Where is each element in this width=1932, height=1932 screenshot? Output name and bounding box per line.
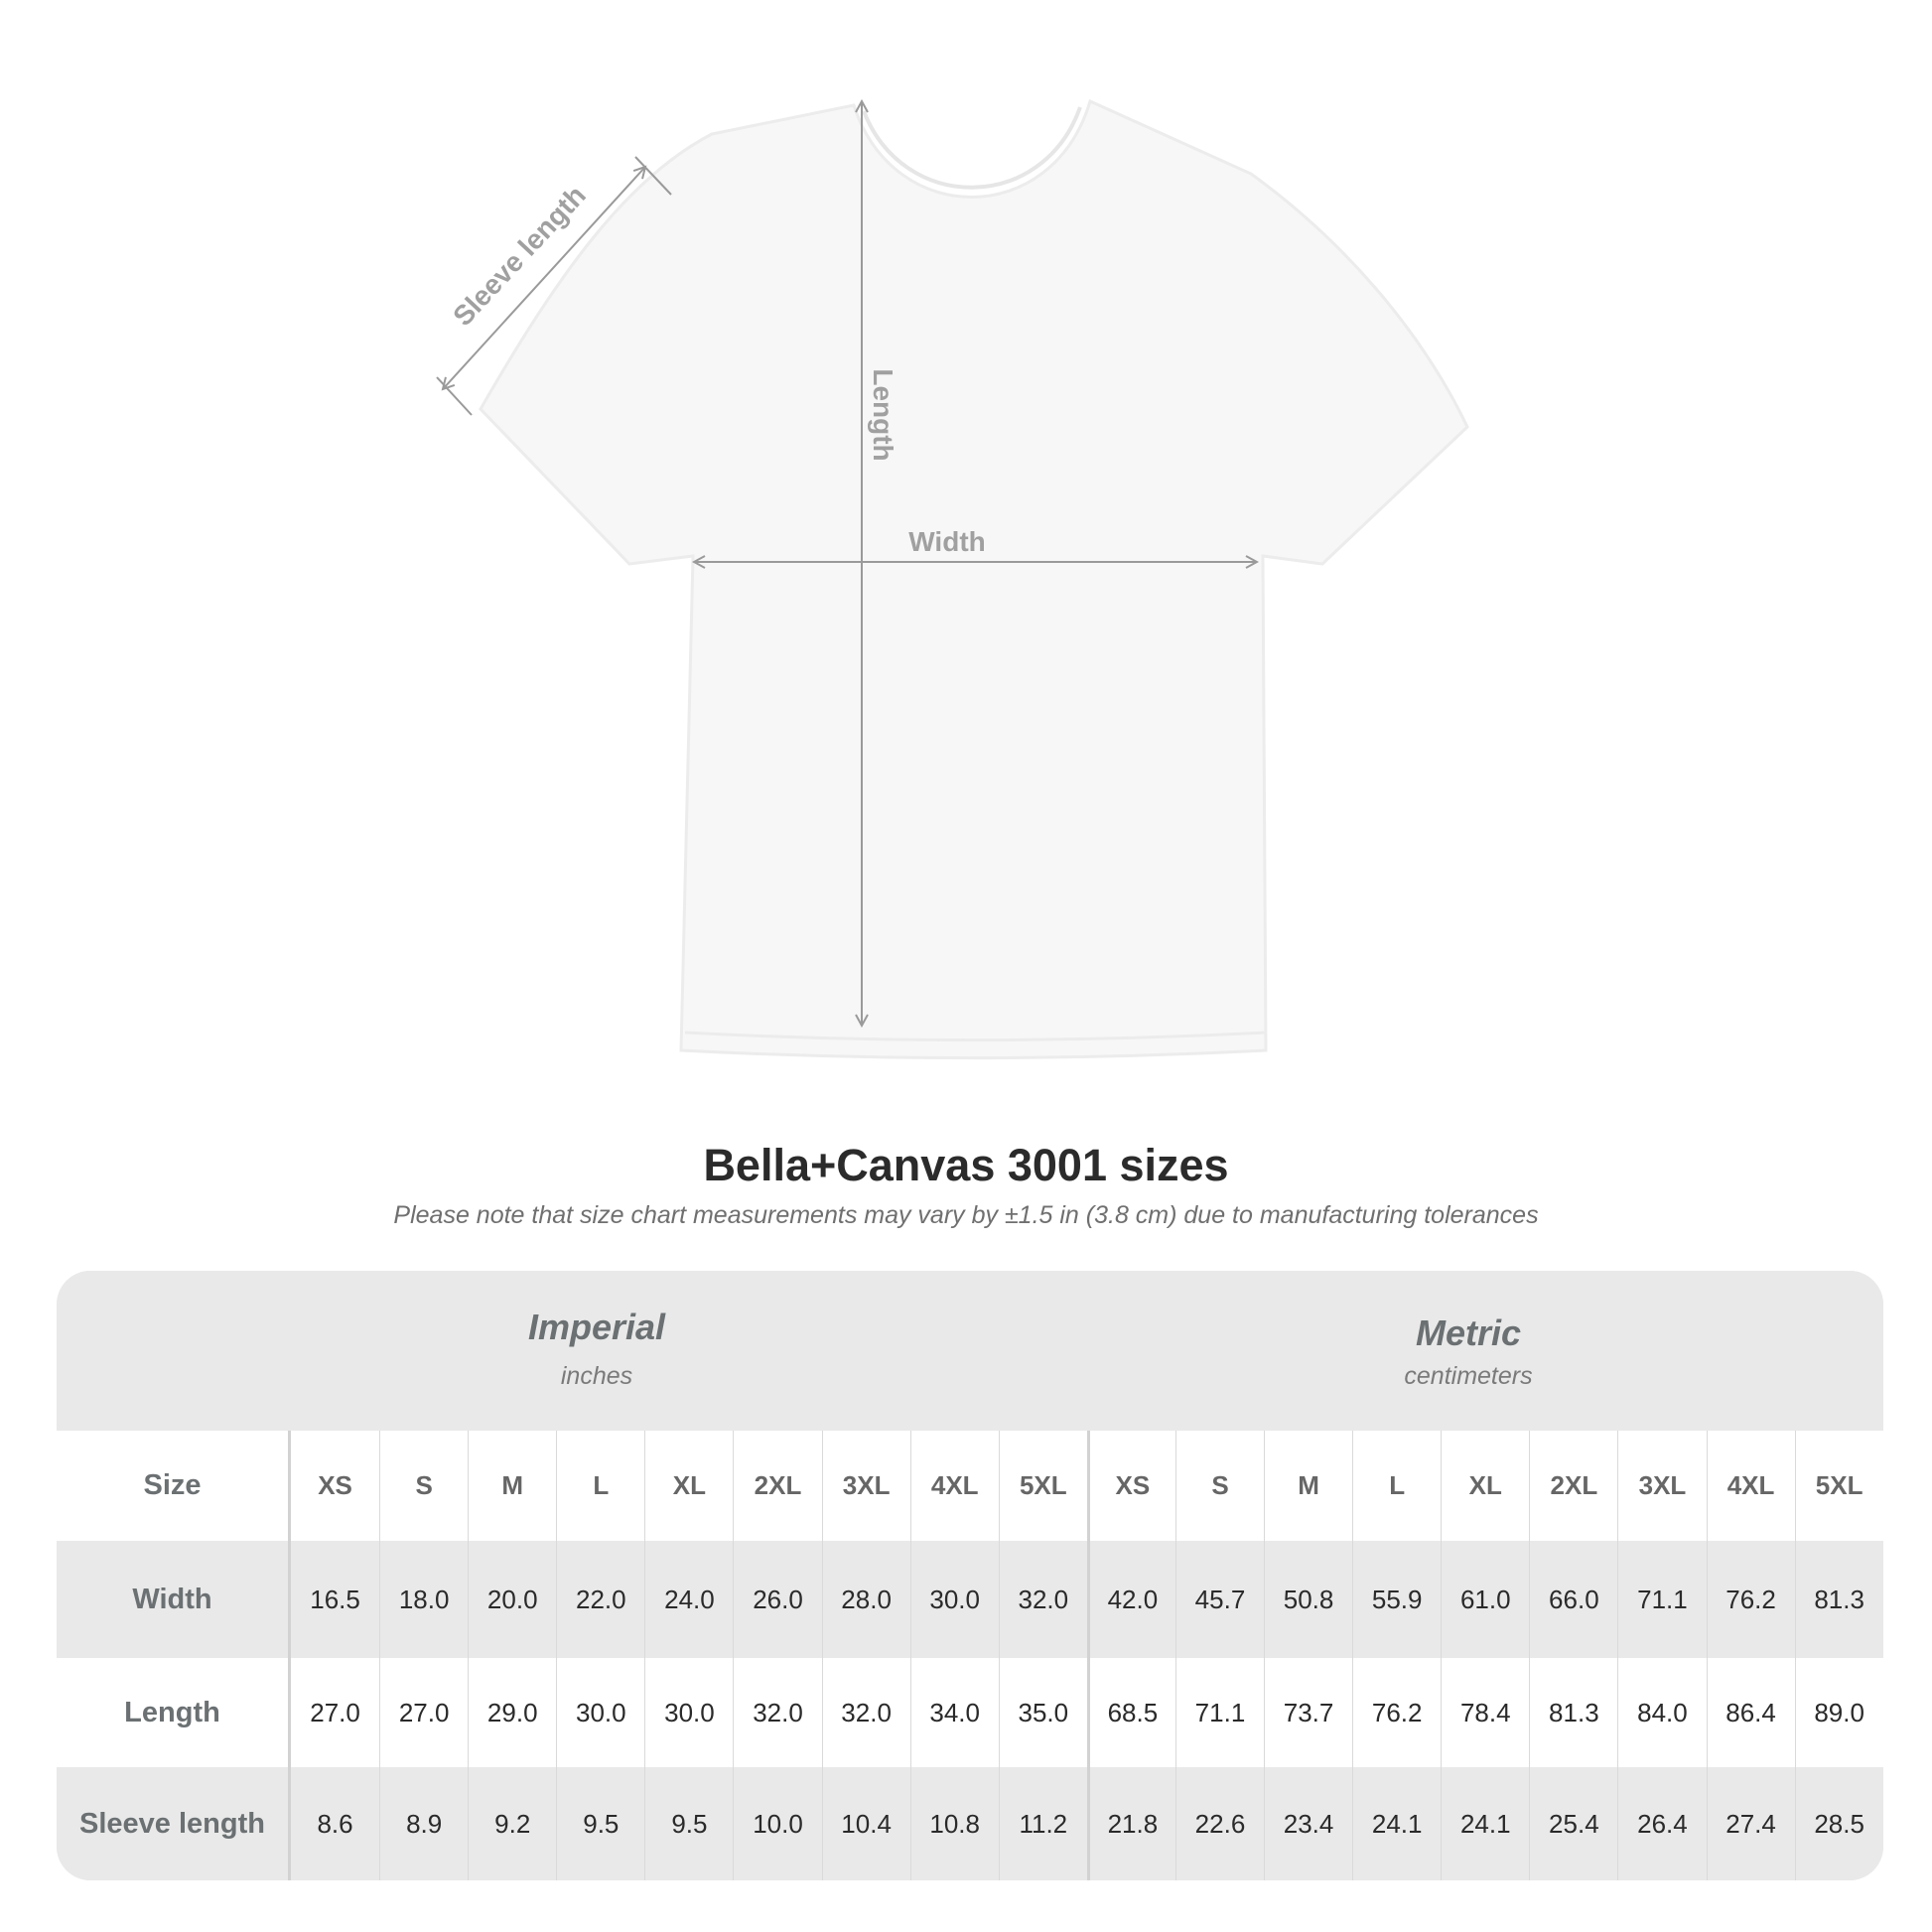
size-header-cell: 3XL — [1617, 1431, 1706, 1541]
value-cell: 68.5 — [1086, 1658, 1175, 1767]
value-cell: 78.4 — [1441, 1658, 1529, 1767]
row-label: Sleeve length — [57, 1767, 291, 1880]
size-header-cell: M — [1264, 1431, 1352, 1541]
value-cell: 10.8 — [909, 1767, 999, 1880]
value-cell: 55.9 — [1352, 1541, 1441, 1658]
value-cell: 66.0 — [1529, 1541, 1617, 1658]
size-header-row: Size XS S M L XL 2XL 3XL 4XL 5XL XS S M L XL 2XL 3XL 4XL 5… — [57, 1431, 1883, 1541]
value-cell: 32.0 — [998, 1541, 1087, 1658]
size-header-cell: L — [556, 1431, 644, 1541]
value-cell: 27.0 — [379, 1658, 468, 1767]
tshirt-shape — [479, 98, 1469, 1059]
value-cell: 76.2 — [1706, 1541, 1795, 1658]
value-cell: 73.7 — [1264, 1658, 1352, 1767]
value-cell: 61.0 — [1441, 1541, 1529, 1658]
metric-title: Metric — [1415, 1312, 1522, 1353]
value-cell: 22.6 — [1174, 1767, 1264, 1880]
metric-unit: centimeters — [1404, 1362, 1533, 1390]
size-header-cell: 3XL — [821, 1431, 910, 1541]
width-label: Width — [908, 526, 986, 557]
size-header-cell: 4XL — [909, 1431, 999, 1541]
value-cell: 24.0 — [644, 1541, 733, 1658]
size-header-cell: L — [1352, 1431, 1441, 1541]
table-row: Length 27.0 27.0 29.0 30.0 30.0 32.0 32.0 34.0 35… — [57, 1658, 1883, 1767]
value-cell: 32.0 — [821, 1658, 910, 1767]
value-cell: 21.8 — [1086, 1767, 1175, 1880]
value-cell: 23.4 — [1264, 1767, 1352, 1880]
value-cell: 9.5 — [556, 1767, 644, 1880]
value-cell: 27.4 — [1706, 1767, 1795, 1880]
value-cell: 24.1 — [1441, 1767, 1529, 1880]
value-cell: 84.0 — [1617, 1658, 1706, 1767]
value-cell: 81.3 — [1794, 1541, 1883, 1658]
tshirt-diagram: Length Width Sleeve length — [436, 98, 1469, 1059]
size-table: Imperial inches Metric centimeters Size X… — [57, 1271, 1883, 1880]
row-label: Size — [57, 1431, 291, 1541]
sleeve-measure-line — [443, 167, 645, 389]
value-cell: 9.2 — [468, 1767, 556, 1880]
size-header-cell: XL — [644, 1431, 733, 1541]
value-cell: 28.0 — [821, 1541, 910, 1658]
value-cell: 22.0 — [556, 1541, 644, 1658]
value-cell: 8.9 — [379, 1767, 468, 1880]
value-cell: 89.0 — [1794, 1658, 1883, 1767]
chart-title: Bella+Canvas 3001 sizes — [703, 1140, 1229, 1190]
size-header-cell: 2XL — [733, 1431, 821, 1541]
size-header-cell: 4XL — [1706, 1431, 1795, 1541]
value-cell: 8.6 — [317, 1808, 353, 1839]
value-cell: 26.0 — [733, 1541, 821, 1658]
value-cell: 86.4 — [1706, 1658, 1795, 1767]
table-row: Width 16.5 18.0 20.0 22.0 24.0 26.0 28.0 30.0 32.… — [57, 1541, 1883, 1658]
imperial-unit: inches — [560, 1362, 633, 1390]
value-cell: 16.5 — [310, 1584, 360, 1614]
imperial-title: Imperial — [527, 1307, 666, 1347]
value-cell: 10.4 — [821, 1767, 910, 1880]
value-cell: 26.4 — [1617, 1767, 1706, 1880]
size-header-cell: M — [468, 1431, 556, 1541]
value-cell: 24.1 — [1352, 1767, 1441, 1880]
tolerance-note: Please note that size chart measurements… — [393, 1201, 1539, 1229]
value-cell: 35.0 — [998, 1658, 1087, 1767]
value-cell: 9.5 — [644, 1767, 733, 1880]
table-row: Sleeve length 8.6 8.9 9.2 9.5 9.5 10.0 10.4 10.8… — [57, 1767, 1883, 1880]
value-cell: 27.0 — [310, 1697, 360, 1727]
value-cell: 45.7 — [1174, 1541, 1264, 1658]
row-label: Length — [57, 1658, 291, 1767]
value-cell: 34.0 — [909, 1658, 999, 1767]
size-header-cell: XS — [318, 1470, 352, 1500]
value-cell: 71.1 — [1617, 1541, 1706, 1658]
length-label: Length — [868, 368, 898, 461]
value-cell: 71.1 — [1174, 1658, 1264, 1767]
value-cell: 20.0 — [468, 1541, 556, 1658]
size-header-cell: 2XL — [1529, 1431, 1617, 1541]
size-header-cell: S — [379, 1431, 468, 1541]
size-header-cell: XS — [1086, 1431, 1175, 1541]
imperial-header: Imperial inches — [299, 1307, 895, 1391]
value-cell: 10.0 — [733, 1767, 821, 1880]
unit-header: Imperial inches Metric centimeters — [57, 1271, 1883, 1431]
size-header-cell: 5XL — [998, 1431, 1087, 1541]
size-header-cell: 5XL — [1794, 1431, 1883, 1541]
value-cell: 25.4 — [1529, 1767, 1617, 1880]
value-cell: 11.2 — [998, 1767, 1087, 1880]
metric-header: Metric centimeters — [1171, 1312, 1766, 1391]
size-header-cell: XL — [1441, 1431, 1529, 1541]
value-cell: 50.8 — [1264, 1541, 1352, 1658]
value-cell: 81.3 — [1529, 1658, 1617, 1767]
value-cell: 18.0 — [379, 1541, 468, 1658]
value-cell: 32.0 — [733, 1658, 821, 1767]
row-label: Width — [57, 1541, 291, 1658]
value-cell: 42.0 — [1086, 1541, 1175, 1658]
value-cell: 30.0 — [644, 1658, 733, 1767]
value-cell: 76.2 — [1352, 1658, 1441, 1767]
value-cell: 30.0 — [556, 1658, 644, 1767]
value-cell: 28.5 — [1794, 1767, 1883, 1880]
value-cell: 29.0 — [468, 1658, 556, 1767]
value-cell: 30.0 — [909, 1541, 999, 1658]
size-header-cell: S — [1174, 1431, 1264, 1541]
